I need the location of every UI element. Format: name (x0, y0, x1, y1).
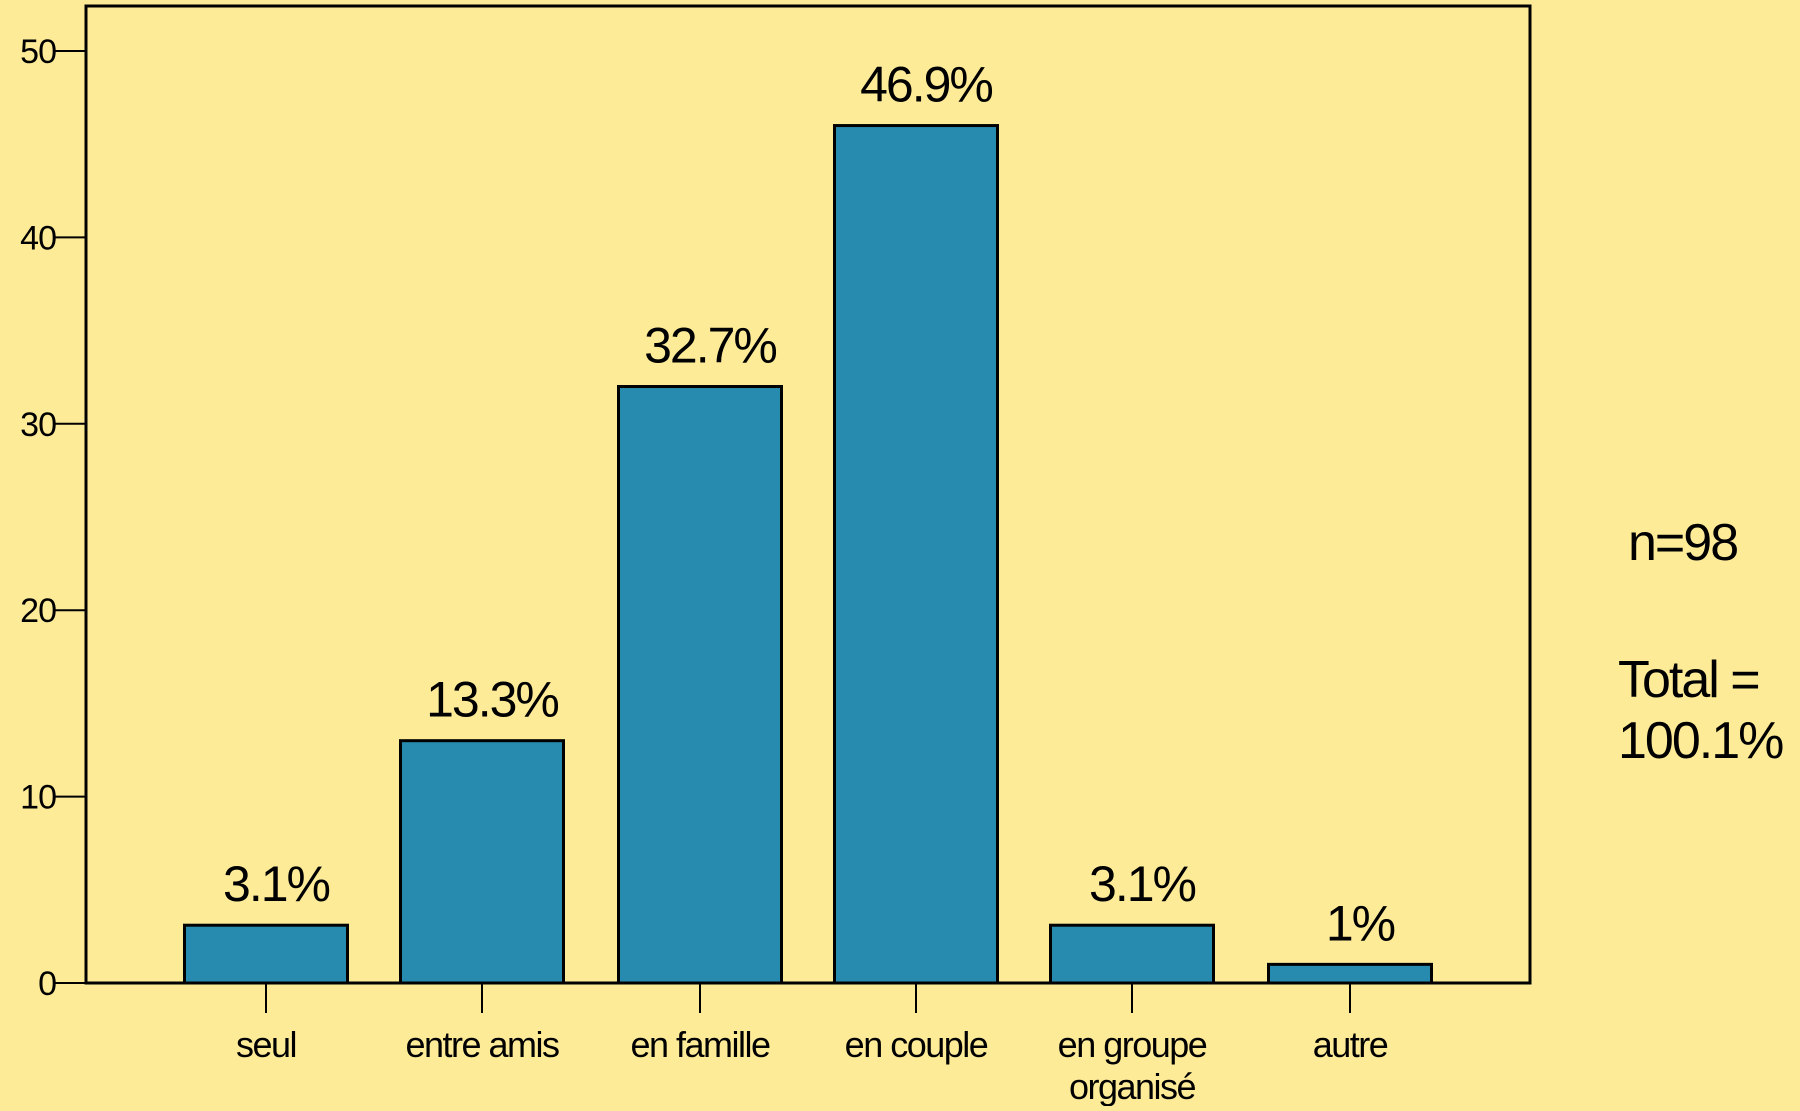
x-category-label: entre amis (405, 1024, 559, 1065)
sample-size-label: n=98 (1628, 514, 1737, 572)
x-category-label: seul (236, 1024, 296, 1065)
bars-group: 3.1% 13.3% 32.7% 46.9% 3.1% 1% (183, 57, 1433, 985)
bar-value-label: 32.7% (644, 318, 776, 374)
plot-frame (84, 4, 1532, 985)
bar (1049, 923, 1215, 985)
x-category-label: autre (1313, 1024, 1388, 1065)
y-tick-label: 0 (38, 965, 56, 1003)
x-category-label: en famille (630, 1024, 770, 1065)
bar (833, 124, 999, 985)
bar (399, 739, 565, 985)
x-category-label: en groupe (1058, 1024, 1207, 1065)
x-category-label: organisé (1069, 1066, 1196, 1106)
total-label-line1: Total = (1618, 651, 1759, 709)
bar-value-label: 3.1% (223, 856, 330, 912)
y-tick-label: 10 (20, 779, 56, 817)
bar-value-label: 46.9% (860, 57, 992, 113)
bar (617, 385, 783, 985)
bar (1267, 962, 1433, 985)
bar-value-label: 3.1% (1089, 856, 1196, 912)
bar-value-label: 13.3% (426, 672, 558, 728)
bar-value-label: 1% (1326, 895, 1395, 951)
y-axis: 0 10 20 30 40 50 (20, 33, 86, 1003)
y-tick-label: 50 (20, 33, 56, 71)
side-notes: n=98 Total = 100.1% (1618, 514, 1785, 770)
bar (183, 923, 349, 985)
y-tick-label: 30 (20, 406, 56, 444)
x-category-label: en couple (845, 1024, 988, 1065)
y-tick-label: 40 (20, 219, 56, 257)
y-tick-label: 20 (20, 592, 56, 630)
total-label-line2: 100.1% (1618, 712, 1783, 770)
x-axis: seul entre amis en famille en couple en grou… (86, 981, 1530, 1107)
